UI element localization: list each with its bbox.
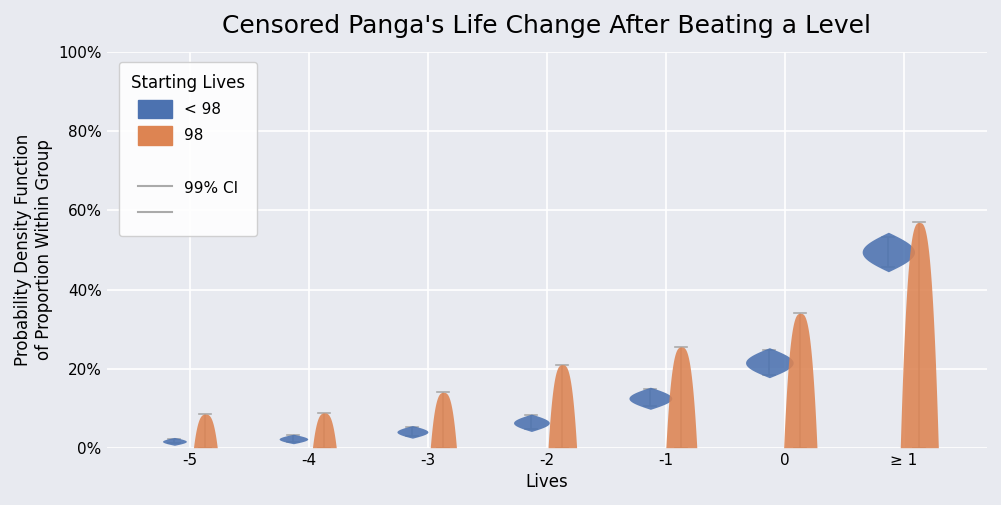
Legend: < 98, 98, , 99% CI, : < 98, 98, , 99% CI, [119,62,257,236]
Y-axis label: Probability Density Function
of Proportion Within Group: Probability Density Function of Proporti… [14,134,53,366]
Title: Censored Panga's Life Change After Beating a Level: Censored Panga's Life Change After Beati… [222,14,871,38]
X-axis label: Lives: Lives [526,473,569,491]
